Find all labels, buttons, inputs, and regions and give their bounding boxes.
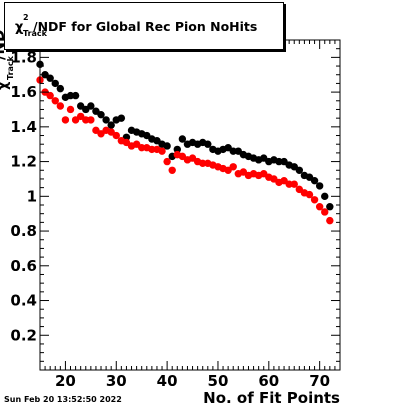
chi-power: 2 xyxy=(23,13,29,22)
chi-square-symbol: χ 2 Track xyxy=(15,13,47,46)
data-point-series-2 xyxy=(61,116,70,124)
data-point-series-2 xyxy=(229,163,237,171)
data-point-series-1 xyxy=(315,182,324,190)
data-point-series-2 xyxy=(158,147,166,155)
data-point-series-2 xyxy=(305,190,314,199)
x-tick-label: 50 xyxy=(208,372,229,390)
y-axis-title: χ 2 Track /ND xyxy=(0,0,18,90)
data-point-series-1 xyxy=(321,192,329,201)
y-tick-label: 0.8 xyxy=(10,222,37,240)
data-point-series-1 xyxy=(173,145,181,154)
x-axis-title: No. of Fit Points xyxy=(203,389,340,407)
data-point-series-1 xyxy=(117,114,126,122)
data-point-series-2 xyxy=(321,208,329,216)
data-point-series-2 xyxy=(87,116,95,124)
chart-title: /NDF for Global Rec Pion NoHits xyxy=(33,19,258,34)
chi-glyph: χ xyxy=(15,20,24,35)
frame-layer xyxy=(39,39,341,371)
data-point-series-2 xyxy=(290,180,298,188)
y-tick-label: 1.6 xyxy=(10,83,37,101)
y-tick-label: 1 xyxy=(27,187,37,205)
y-tick-label: 0.4 xyxy=(10,292,37,310)
data-point-series-1 xyxy=(56,84,65,93)
data-point-series-1 xyxy=(51,79,59,88)
x-tick-label: 20 xyxy=(55,372,76,390)
title-box: χ 2 Track /NDF for Global Rec Pion NoHit… xyxy=(4,2,284,50)
data-point-series-1 xyxy=(71,91,80,100)
data-point-series-1 xyxy=(46,74,54,82)
datestamp: Sun Feb 20 13:52:50 2022 xyxy=(4,395,122,404)
y-tick-label: 0.6 xyxy=(10,257,37,275)
data-point-series-2 xyxy=(168,166,176,174)
plot-frame xyxy=(39,39,341,371)
tick-layer: 20 30 40 50 60 70 0.2 0.4 0.6 0.8 1 1.2 1.4 1.6 1.8 xyxy=(10,40,341,390)
data-point-series-1 xyxy=(163,142,171,150)
data-point-series-2 xyxy=(285,180,293,188)
x-tick-label: 60 xyxy=(258,372,279,390)
data-point-series-1 xyxy=(107,121,115,129)
data-point-series-2 xyxy=(326,216,334,225)
data-point-series-2 xyxy=(56,102,65,110)
data-point-series-2 xyxy=(66,105,75,114)
data-point-series-2 xyxy=(112,131,120,140)
data-point-series-1 xyxy=(310,176,319,185)
data-point-series-2 xyxy=(163,157,171,166)
data-point-series-2 xyxy=(51,97,59,105)
data-point-series-2 xyxy=(82,116,90,124)
data-point-series-1 xyxy=(229,147,237,155)
x-tick-label: 30 xyxy=(106,372,127,390)
data-point-series-1 xyxy=(204,140,212,148)
data-point-series-1 xyxy=(178,135,187,143)
x-tick-label: 70 xyxy=(309,372,330,390)
x-tick-label: 40 xyxy=(157,372,178,390)
y-tick-label: 0.2 xyxy=(10,326,37,344)
y-title-ndf: /ND xyxy=(0,29,8,60)
data-point-series-2 xyxy=(315,203,324,211)
data-point-series-1 xyxy=(326,203,334,211)
data-point-series-2 xyxy=(199,159,207,168)
data-point-series-1 xyxy=(66,91,75,100)
data-point-series-1 xyxy=(97,110,105,119)
data-point-series-1 xyxy=(295,166,304,174)
y-chi-glyph: χ xyxy=(0,82,11,90)
data-point-series-2 xyxy=(137,143,146,152)
y-tick-label: 1.2 xyxy=(10,153,37,171)
data-point-series-1 xyxy=(275,157,283,166)
data-point-series-2 xyxy=(310,196,319,204)
y-tick-label: 1.4 xyxy=(10,118,37,136)
data-point-series-1 xyxy=(87,102,95,110)
data-point-series-1 xyxy=(102,116,110,124)
chi-subscript: Track xyxy=(23,29,47,38)
markers-layer xyxy=(36,60,334,225)
data-point-series-2 xyxy=(148,145,156,154)
data-point-series-2 xyxy=(46,91,54,100)
y-tick-label: 1.8 xyxy=(10,48,37,66)
